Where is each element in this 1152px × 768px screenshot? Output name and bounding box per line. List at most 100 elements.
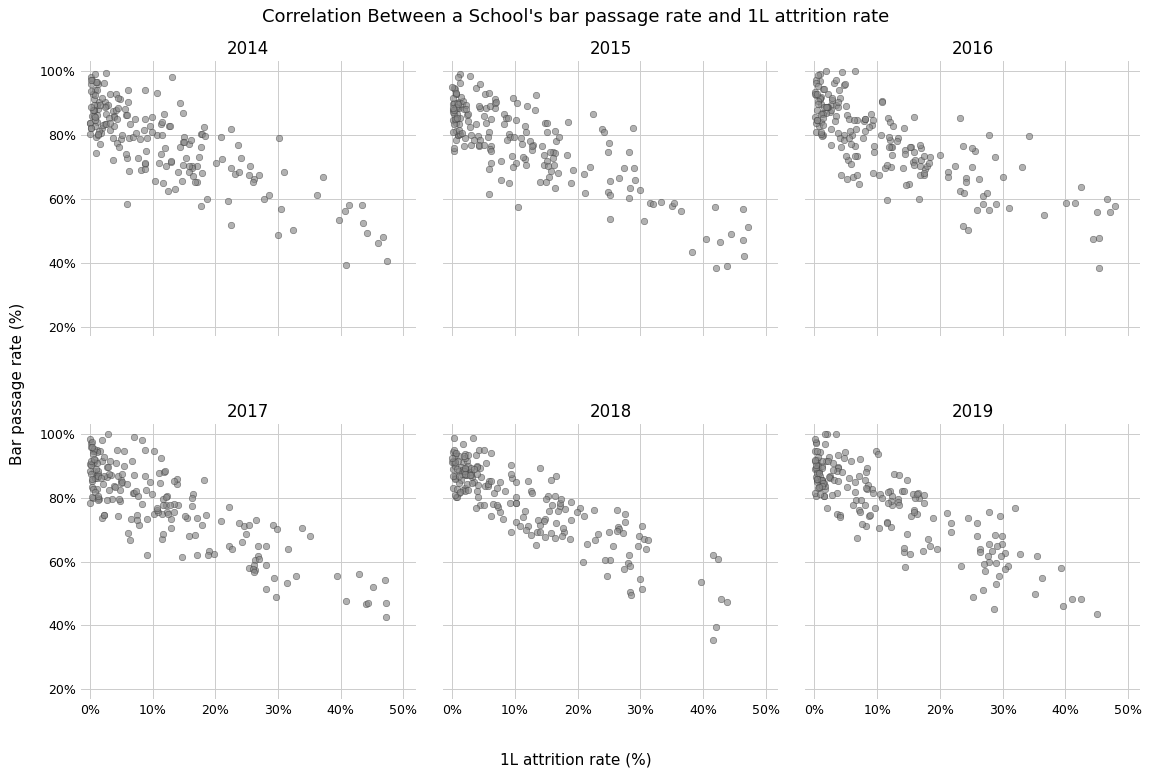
Point xyxy=(456,131,475,144)
Point xyxy=(88,444,106,456)
Point xyxy=(993,530,1011,542)
Point xyxy=(85,111,104,124)
Point xyxy=(444,456,462,468)
Point xyxy=(105,111,123,123)
Point xyxy=(245,554,264,566)
Point xyxy=(847,123,865,135)
Point xyxy=(93,455,112,467)
Point xyxy=(814,82,833,94)
Point xyxy=(447,101,465,114)
Point xyxy=(450,128,469,141)
Point xyxy=(265,571,283,584)
Point xyxy=(104,104,122,117)
Point xyxy=(446,489,464,502)
Point xyxy=(461,121,479,133)
Point xyxy=(806,454,825,466)
Point xyxy=(811,93,829,105)
Point xyxy=(823,94,841,106)
Point xyxy=(245,559,264,571)
Point xyxy=(156,108,174,120)
Point xyxy=(257,583,275,595)
Point xyxy=(444,81,462,94)
Point xyxy=(353,199,371,211)
Point xyxy=(153,508,172,520)
Point xyxy=(812,127,831,140)
Point xyxy=(198,193,217,205)
Point xyxy=(903,156,922,168)
Point xyxy=(329,214,348,226)
Point xyxy=(454,95,472,108)
Point xyxy=(806,89,825,101)
Point xyxy=(108,92,127,104)
Point xyxy=(447,483,465,495)
Point xyxy=(589,528,607,540)
Point xyxy=(240,169,258,181)
Point xyxy=(915,497,933,509)
Point xyxy=(469,479,487,492)
Point xyxy=(520,475,538,487)
Point xyxy=(340,199,358,211)
Point xyxy=(827,99,846,111)
Point xyxy=(912,141,931,154)
Point xyxy=(245,174,264,186)
Point xyxy=(136,444,154,456)
Point xyxy=(96,101,114,113)
Point xyxy=(871,129,889,141)
Point xyxy=(486,97,505,109)
Point xyxy=(100,455,119,467)
Point xyxy=(812,107,831,119)
Point xyxy=(501,131,520,143)
Point xyxy=(916,163,934,175)
Point xyxy=(444,104,462,117)
Point xyxy=(806,437,825,449)
Point xyxy=(444,114,462,126)
Point xyxy=(507,476,525,488)
Point xyxy=(377,611,395,623)
Point xyxy=(538,126,556,138)
Point xyxy=(856,498,874,511)
Point xyxy=(476,117,494,129)
Point xyxy=(878,517,896,529)
Point xyxy=(840,125,858,137)
Point xyxy=(531,462,550,474)
Point xyxy=(600,526,619,538)
Point xyxy=(894,485,912,497)
Point xyxy=(551,498,569,510)
Point xyxy=(446,473,464,485)
Point xyxy=(861,121,879,133)
Point xyxy=(94,470,113,482)
Point xyxy=(861,509,879,521)
Point xyxy=(111,93,129,105)
Point xyxy=(895,545,914,558)
Point xyxy=(958,223,977,236)
Point xyxy=(546,125,564,137)
Point xyxy=(834,78,852,91)
Point xyxy=(158,506,176,518)
Point xyxy=(458,109,477,121)
Point xyxy=(831,131,849,144)
Point xyxy=(1052,562,1070,574)
Point xyxy=(449,465,468,477)
Point xyxy=(805,433,824,445)
Point xyxy=(507,496,525,508)
Point xyxy=(109,493,128,505)
Point xyxy=(188,512,206,525)
Point xyxy=(991,509,1009,521)
Point xyxy=(129,489,147,502)
Point xyxy=(889,131,908,144)
Point xyxy=(99,428,118,440)
Point xyxy=(806,486,825,498)
Point xyxy=(956,172,975,184)
Point xyxy=(621,560,639,572)
Point xyxy=(624,162,643,174)
Point xyxy=(135,84,153,97)
Point xyxy=(809,459,827,472)
Point xyxy=(115,445,134,458)
Point xyxy=(900,178,918,190)
Point xyxy=(179,511,197,524)
Point xyxy=(130,518,149,531)
Point xyxy=(222,219,241,231)
Text: Correlation Between a School's bar passage rate and 1L attrition rate: Correlation Between a School's bar passa… xyxy=(263,8,889,25)
Point xyxy=(359,597,378,609)
Point xyxy=(444,455,462,467)
